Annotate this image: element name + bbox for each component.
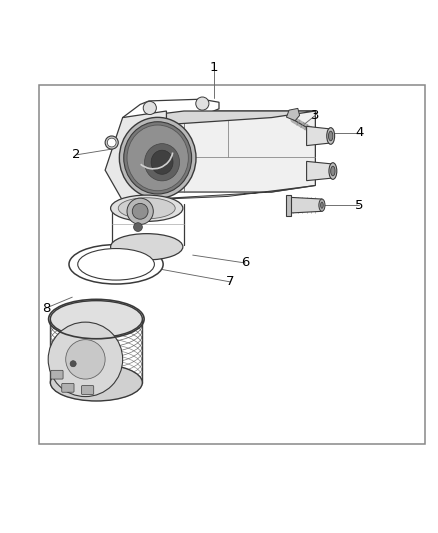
Circle shape [134,223,142,231]
Circle shape [66,340,105,379]
Ellipse shape [69,245,163,284]
Circle shape [107,138,116,147]
Circle shape [105,136,118,149]
Polygon shape [286,108,300,120]
Circle shape [196,97,209,110]
Text: 2: 2 [72,148,81,161]
Text: 4: 4 [355,126,364,140]
Text: 1: 1 [209,61,218,74]
Polygon shape [131,111,315,126]
Ellipse shape [331,166,335,176]
FancyBboxPatch shape [62,383,74,392]
Polygon shape [166,111,315,192]
Ellipse shape [110,233,183,260]
Text: 8: 8 [42,302,50,314]
FancyBboxPatch shape [81,386,94,394]
FancyBboxPatch shape [51,370,63,379]
Ellipse shape [327,128,335,144]
Ellipse shape [321,202,323,208]
Polygon shape [105,111,166,201]
Ellipse shape [110,195,183,221]
Polygon shape [289,197,322,213]
Ellipse shape [118,198,175,219]
Ellipse shape [329,163,337,179]
Ellipse shape [319,199,325,211]
Circle shape [127,198,153,224]
Circle shape [143,101,156,115]
Text: 6: 6 [241,256,250,270]
Circle shape [48,322,123,397]
Bar [39,85,425,444]
Ellipse shape [50,301,142,337]
Ellipse shape [124,122,192,194]
Text: 7: 7 [226,276,234,288]
Ellipse shape [50,364,142,401]
Circle shape [70,361,76,367]
Ellipse shape [119,117,196,198]
Polygon shape [123,99,219,118]
Ellipse shape [127,125,188,191]
Circle shape [132,204,148,219]
Ellipse shape [78,248,154,280]
Polygon shape [123,185,315,201]
Text: 3: 3 [311,109,320,122]
Polygon shape [286,195,291,216]
Text: 5: 5 [355,199,364,212]
Ellipse shape [145,143,180,181]
Polygon shape [307,126,331,146]
Polygon shape [307,161,333,181]
Ellipse shape [151,150,173,174]
Ellipse shape [328,131,333,141]
